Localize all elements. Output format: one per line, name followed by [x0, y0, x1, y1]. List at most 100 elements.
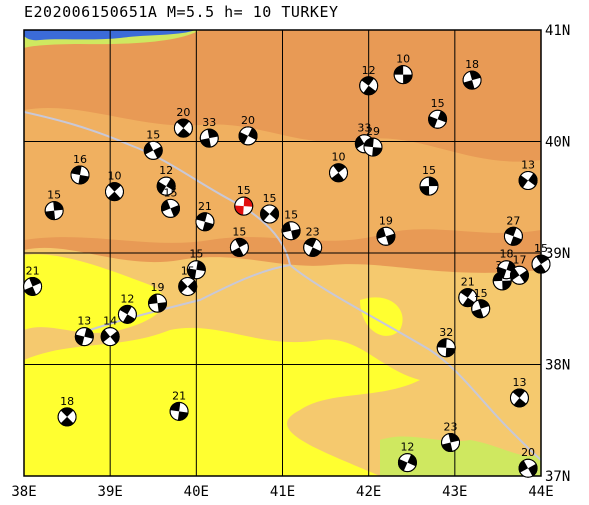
focal-mechanism: 15 — [44, 189, 64, 221]
mechanism-depth-label: 33 — [202, 116, 216, 129]
beachball-quadrant — [53, 201, 64, 211]
beachball-quadrant — [331, 172, 345, 182]
beachball-outline — [509, 265, 529, 285]
mechanism-depth-label: 12 — [400, 441, 414, 454]
mechanism-depth-label: 15 — [237, 184, 251, 197]
beachball-outline — [117, 304, 137, 324]
beachball-quadrant — [153, 146, 163, 159]
mechanism-depth-label: 15 — [189, 248, 203, 261]
beachball-outline — [143, 140, 163, 160]
beachball-quadrant — [528, 463, 538, 477]
focal-mechanism: 33 — [199, 116, 219, 148]
beachball-outline — [234, 196, 254, 216]
focal-mechanism: 15 — [229, 225, 249, 257]
beachball-quadrant — [291, 228, 301, 240]
lat-tick-label: 40N — [545, 135, 570, 151]
lowland-east — [360, 297, 403, 336]
mechanism-depth-label: 32 — [439, 326, 453, 339]
mechanism-depth-label: 15 — [263, 192, 277, 205]
beachball-outline — [100, 327, 120, 347]
beachball-outline — [23, 276, 43, 296]
focal-mechanism: 12 — [156, 164, 176, 196]
focal-mechanism: 15 — [143, 128, 163, 160]
beachball-quadrant — [196, 260, 206, 272]
beachball-quadrant — [364, 138, 374, 148]
mechanism-depth-label: 17 — [512, 253, 526, 266]
focal-mechanism: 17 — [509, 253, 529, 285]
focal-mechanism: 29 — [363, 125, 383, 157]
beachball-quadrant — [536, 255, 549, 265]
beachball-outline — [44, 201, 64, 221]
mechanism-depth-label: 14 — [103, 315, 117, 328]
lat-tick-label: 41N — [545, 23, 570, 39]
beachball-outline — [359, 76, 379, 96]
focal-mechanism: 15 — [260, 192, 280, 224]
beachball-outline — [428, 109, 448, 129]
mechanism-depth-label: 19 — [151, 281, 165, 294]
mechanism-depth-label: 18 — [500, 248, 514, 261]
mechanism-depth-label: 21 — [26, 264, 40, 277]
mechanism-depth-label: 21 — [461, 276, 475, 289]
beachball-outline — [509, 388, 529, 408]
beachball-outline — [329, 163, 349, 183]
beachball-quadrant — [437, 338, 447, 348]
focal-mechanism: 10 — [104, 170, 124, 202]
beachball-quadrant — [45, 210, 56, 220]
beachball-outline — [518, 171, 538, 191]
beachball-quadrant — [419, 186, 430, 196]
mechanism-depth-label: 15 — [474, 287, 488, 300]
beachball-quadrant — [502, 280, 512, 290]
mechanism-depth-label: 21 — [172, 389, 186, 402]
mechanism-depth-label: 20 — [241, 114, 255, 127]
beachball-outline — [156, 176, 176, 196]
beachball-quadrant — [234, 205, 244, 216]
beachball-outline — [518, 458, 538, 478]
beachball-quadrant — [177, 411, 189, 421]
beachball-quadrant — [119, 305, 132, 315]
beachball-quadrant — [403, 74, 413, 84]
black-sea — [24, 30, 195, 41]
beachball-outline — [462, 70, 482, 90]
beachball-quadrant — [78, 174, 89, 184]
beachball-quadrant — [304, 238, 317, 248]
beachball-quadrant — [361, 76, 375, 86]
focal-mechanism: 23 — [303, 225, 323, 257]
mechanism-depth-label: 18 — [60, 395, 74, 408]
beachball-outline — [148, 293, 168, 313]
lat-tick-label: 37N — [545, 469, 570, 485]
beachball-outline — [419, 176, 439, 196]
event-title: E202006150651A M=5.5 h= 10 TURKEY — [24, 3, 339, 21]
beachball-quadrant — [84, 327, 94, 339]
beachball-quadrant — [460, 288, 473, 298]
focal-mechanism: 10 — [393, 53, 413, 85]
beachball-quadrant — [122, 314, 136, 324]
beachball-quadrant — [239, 131, 249, 145]
beachball-quadrant — [462, 297, 476, 307]
beachball-quadrant — [519, 460, 529, 473]
mechanism-depth-label: 12 — [120, 292, 134, 305]
beachball-quadrant — [187, 268, 197, 279]
focal-mechanism: 10 — [329, 151, 349, 183]
lon-tick-label: 44E — [528, 484, 553, 500]
mechanism-depth-label: 16 — [73, 153, 87, 166]
focal-mechanism: 12 — [397, 441, 417, 473]
focal-mechanism: 21 — [195, 200, 215, 232]
beachball-outline — [303, 237, 323, 257]
axis-labels: 38E 39E 40E 41E 42E 43E 44E 41N 40N 39N 38N 37N — [11, 23, 570, 500]
beachball-outline — [397, 453, 417, 473]
beachball-quadrant — [60, 407, 74, 417]
mechanism-depth-label: 15 — [181, 264, 195, 277]
beachball-quadrant — [308, 247, 321, 257]
mechanism-depth-label: 20 — [521, 446, 535, 459]
fault-line-branch — [89, 264, 291, 331]
beachball-quadrant — [355, 136, 365, 149]
beachball-quadrant — [445, 347, 456, 357]
mechanism-depth-label: 33 — [357, 122, 371, 135]
mechanism-depth-label: 27 — [506, 214, 520, 227]
focal-mechanism: 14 — [100, 315, 120, 347]
beachball-outline — [199, 128, 219, 148]
focal-mechanism: 21 — [458, 276, 478, 308]
beachball-outline — [195, 212, 215, 232]
beachball-outline — [186, 260, 206, 280]
focal-mechanism: 15 — [186, 248, 206, 280]
